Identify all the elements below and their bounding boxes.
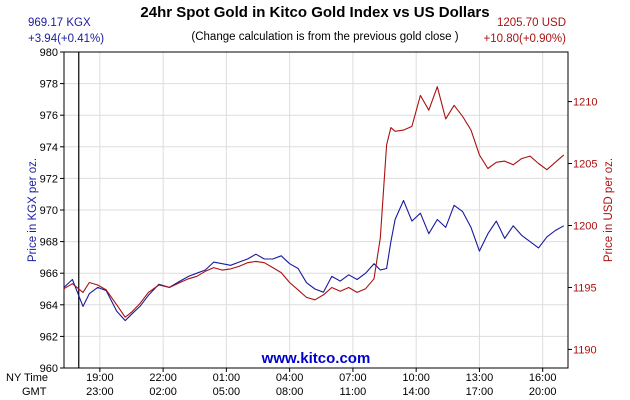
axis-ticks: 960 962 964 966 968 970 972 974 976 978 980 1190 119… (40, 47, 598, 398)
x-tick-label-gmt: 11:00 (340, 386, 367, 398)
y-axis-left-label: Price in KGX per oz. (27, 158, 39, 262)
y-left-tick-label: 964 (40, 300, 58, 312)
x-tick-label-ny: 13:00 (466, 372, 494, 384)
kgx-price-readout: 969.17 KGX (28, 17, 91, 29)
y-right-tick-label: 1210 (573, 97, 597, 109)
y-left-tick-label: 962 (40, 331, 58, 343)
y-right-tick-label: 1200 (573, 220, 597, 232)
x-tick-label-gmt: 05:00 (213, 386, 241, 398)
grid (64, 52, 568, 368)
x-tick-label-ny: 10:00 (402, 372, 430, 384)
x-tick-label-ny: 19:00 (86, 372, 114, 384)
y-left-tick-label: 980 (40, 47, 58, 59)
series-line-kgx (63, 199, 565, 322)
x-tick-label-gmt: 17:00 (466, 386, 494, 398)
y-left-tick-label: 978 (40, 79, 58, 91)
y-left-tick-label: 976 (40, 110, 58, 122)
usd-change-readout: +10.80(+0.90%) (484, 33, 567, 45)
kgx-change-readout: +3.94(+0.41%) (28, 33, 104, 45)
x-tick-label-gmt: 23:00 (86, 386, 114, 398)
x-tick-label-ny: 16:00 (529, 372, 557, 384)
x-tick-label-ny: 04:00 (276, 372, 304, 384)
x-tick-label-gmt: 08:00 (276, 386, 304, 398)
x-row-label-ny: NY Time (6, 372, 48, 384)
watermark: www.kitco.com (261, 350, 371, 367)
y-left-tick-label: 974 (40, 142, 58, 154)
x-tick-label-ny: 07:00 (339, 372, 367, 384)
usd-price-readout: 1205.70 USD (497, 17, 566, 29)
x-tick-label-gmt: 20:00 (529, 386, 557, 398)
series-layer (63, 86, 565, 322)
chart-title: 24hr Spot Gold in Kitco Gold Index vs US… (140, 4, 489, 21)
y-left-tick-label: 970 (40, 205, 58, 217)
x-tick-label-gmt: 14:00 (402, 386, 430, 398)
series-line-usd (63, 86, 565, 318)
x-tick-label-ny: 22:00 (149, 372, 177, 384)
y-left-tick-label: 968 (40, 237, 58, 249)
x-tick-label-ny: 01:00 (213, 372, 241, 384)
y-left-tick-label: 966 (40, 268, 58, 280)
y-left-tick-label: 960 (40, 363, 58, 375)
x-tick-label-gmt: 02:00 (149, 386, 177, 398)
y-left-tick-label: 972 (40, 173, 58, 185)
x-row-label-gmt: GMT (22, 386, 47, 398)
chart-subtitle: (Change calculation is from the previous… (191, 31, 458, 43)
y-axis-right-label: Price in USD per oz. (603, 158, 615, 262)
y-right-tick-label: 1205 (573, 159, 597, 171)
y-right-tick-label: 1190 (573, 344, 597, 356)
y-right-tick-label: 1195 (573, 282, 597, 294)
